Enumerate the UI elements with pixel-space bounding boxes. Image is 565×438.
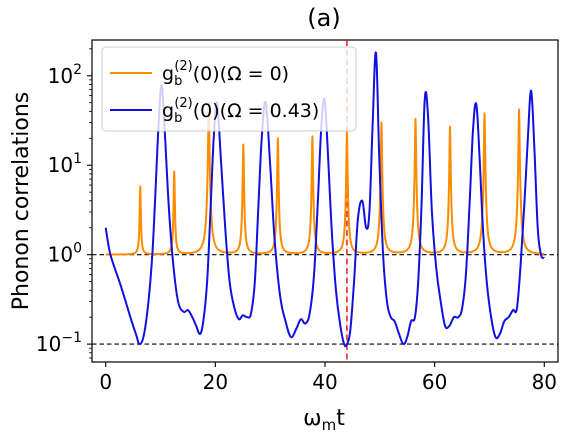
y-tick-label: 10−1 xyxy=(36,330,82,356)
y-tick-label: 102 xyxy=(48,62,82,88)
y-tick-label: 101 xyxy=(48,151,82,177)
x-tick-label: 60 xyxy=(422,370,447,394)
y-axis-label: Phonon correlations xyxy=(9,92,34,311)
legend: gb(2)(0)(Ω = 0) gb(2)(0)(Ω = 0.43) xyxy=(101,46,357,132)
x-tick-label: 20 xyxy=(203,370,228,394)
series-line-omega-0 xyxy=(104,101,546,256)
x-axis-ticks: 0 20 40 60 80 xyxy=(99,362,557,394)
x-tick-label: 80 xyxy=(532,370,557,394)
reference-lines xyxy=(92,40,558,362)
series-layer xyxy=(104,51,546,348)
y-axis-ticks: 10−1 100 101 102 xyxy=(36,48,92,359)
legend-label: gb(2)(0)(Ω = 0.43) xyxy=(162,96,319,126)
chart-title: (a) xyxy=(307,4,340,32)
x-tick-label: 0 xyxy=(99,370,112,394)
x-tick-label: 40 xyxy=(312,370,337,394)
legend-label: gb(2)(0)(Ω = 0) xyxy=(162,59,289,89)
x-axis-label: ωmt xyxy=(303,406,345,434)
series-line-omega-0-43 xyxy=(104,51,545,348)
y-tick-label: 100 xyxy=(48,241,82,267)
legend-box xyxy=(101,46,357,132)
